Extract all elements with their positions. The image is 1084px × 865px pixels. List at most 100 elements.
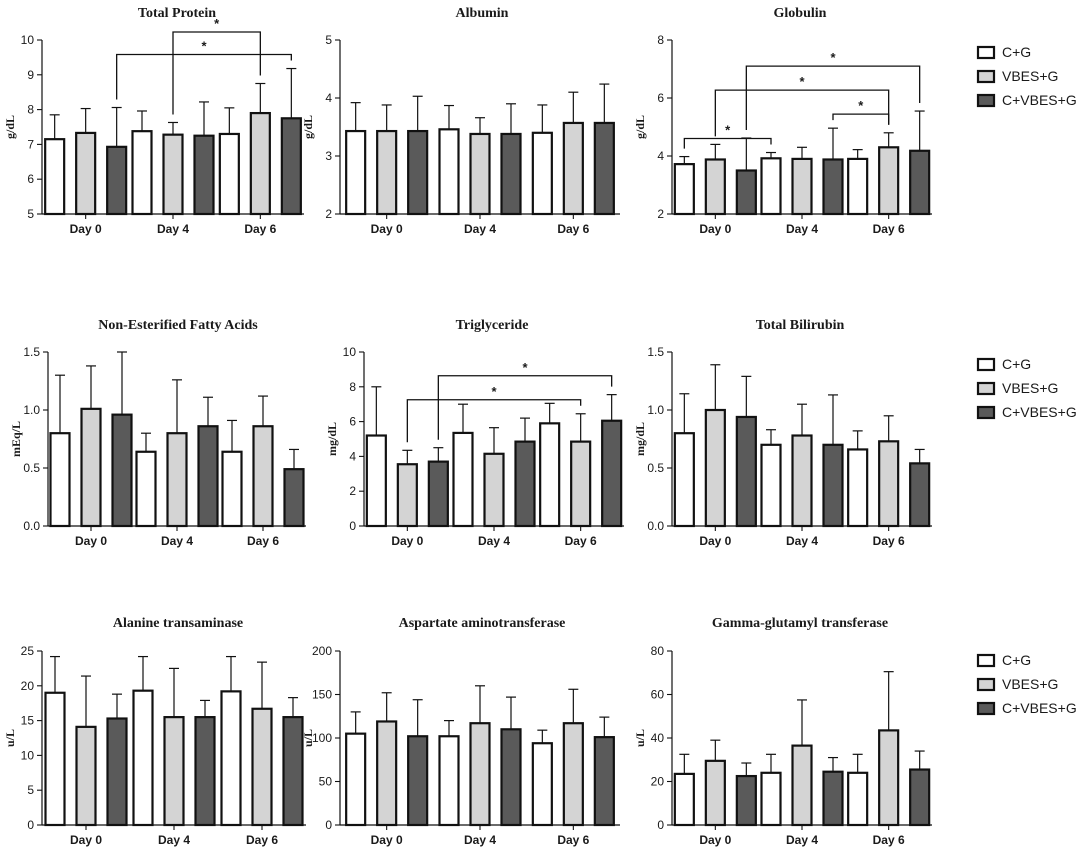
- legend-swatch: [976, 653, 996, 668]
- y-tick-label: 4: [325, 91, 332, 105]
- x-tick-label: Day 0: [371, 222, 403, 236]
- bar: [427, 460, 449, 528]
- bar: [438, 128, 460, 216]
- legend-label: C+G: [1002, 44, 1031, 60]
- bar: [438, 735, 460, 827]
- bar: [760, 771, 782, 827]
- chart-panel-3: Globulin g/dL 2 4 6 8 Day 0 Day 4 Day 6 * * * *: [633, 6, 932, 236]
- bar: [396, 463, 418, 528]
- y-tick-label: 60: [651, 688, 665, 702]
- y-tick-label: 7: [27, 137, 34, 151]
- bar: [452, 431, 474, 528]
- chart-panel-7: Alanine transaminase u/L 0 5 10 15 20 25 Day 0 Da…: [3, 616, 306, 847]
- y-tick-label: 6: [27, 172, 34, 186]
- bar: [735, 774, 757, 827]
- bar: [365, 434, 387, 528]
- significance-star: *: [858, 98, 864, 113]
- bar: [131, 130, 153, 216]
- bar: [106, 717, 128, 827]
- y-axis-label: u/L: [301, 729, 315, 747]
- x-tick-label: Day 0: [70, 833, 102, 847]
- legend-label: VBES+G: [1002, 380, 1058, 396]
- bar: [220, 690, 242, 827]
- bar: [193, 134, 215, 216]
- x-tick-label: Day 6: [565, 534, 597, 548]
- x-tick-label: Day 6: [873, 534, 905, 548]
- y-tick-label: 200: [312, 644, 332, 658]
- bar: [673, 432, 695, 528]
- bar: [735, 169, 757, 216]
- bar: [282, 716, 304, 827]
- y-tick-label: 2: [325, 207, 332, 221]
- y-tick-label: 6: [349, 415, 356, 429]
- bar: [704, 408, 726, 528]
- significance-star: *: [830, 50, 836, 65]
- legend-swatch: [976, 405, 996, 420]
- legend-2: C+G VBES+G C+VBES+G: [976, 356, 1077, 420]
- legend-1: C+G VBES+G C+VBES+G: [976, 44, 1077, 108]
- y-tick-label: 1.0: [23, 403, 40, 417]
- bar: [570, 440, 592, 528]
- legend-label: C+VBES+G: [1002, 404, 1077, 420]
- bar: [847, 157, 869, 216]
- bar: [847, 771, 869, 827]
- x-tick-label: Day 4: [786, 833, 818, 847]
- y-axis-label: g/dL: [633, 115, 647, 139]
- y-tick-label: 40: [651, 731, 665, 745]
- y-tick-label: 50: [319, 775, 333, 789]
- x-tick-label: Day 4: [157, 222, 189, 236]
- y-tick-label: 1.5: [23, 345, 40, 359]
- x-tick-label: Day 6: [557, 833, 589, 847]
- bar: [135, 450, 157, 528]
- x-tick-label: Day 6: [244, 222, 276, 236]
- bar: [531, 131, 553, 216]
- chart-title: Globulin: [774, 6, 827, 21]
- legend-swatch: [976, 357, 996, 372]
- bar: [760, 443, 782, 528]
- y-axis-label: g/dL: [301, 115, 315, 139]
- bar: [469, 132, 491, 216]
- y-tick-label: 4: [349, 449, 356, 463]
- bar: [878, 440, 900, 528]
- y-tick-label: 9: [27, 68, 34, 82]
- bar: [673, 772, 695, 827]
- x-tick-label: Day 6: [246, 833, 278, 847]
- chart-title: Triglyceride: [456, 318, 529, 333]
- bar: [249, 111, 271, 216]
- bar: [500, 728, 522, 827]
- y-tick-label: 6: [657, 91, 664, 105]
- bar: [514, 440, 536, 528]
- chart-panel-8: Aspartate aminotransferase u/L 0 50 100 150 20…: [301, 616, 620, 847]
- bar: [760, 157, 782, 216]
- y-tick-label: 10: [343, 345, 357, 359]
- bar: [878, 146, 900, 216]
- bar: [218, 132, 240, 216]
- y-axis-label: mg/dL: [325, 422, 339, 456]
- y-tick-label: 4: [657, 149, 664, 163]
- y-tick-label: 150: [312, 688, 332, 702]
- legend-label: VBES+G: [1002, 676, 1058, 692]
- bar: [822, 158, 844, 216]
- bar: [197, 425, 219, 528]
- y-tick-label: 0.0: [23, 519, 40, 533]
- bar: [791, 434, 813, 528]
- bar: [345, 732, 367, 827]
- y-tick-label: 2: [657, 207, 664, 221]
- bar: [252, 425, 274, 528]
- x-tick-label: Day 0: [391, 534, 423, 548]
- legend-swatch: [976, 701, 996, 716]
- y-tick-label: 0.5: [647, 461, 664, 475]
- bar: [791, 157, 813, 216]
- bar: [593, 121, 615, 216]
- bar: [531, 742, 553, 827]
- y-tick-label: 80: [651, 644, 665, 658]
- y-tick-label: 5: [325, 33, 332, 47]
- chart-panel-4: Non-Esterified Fatty Acids mEq/L 0.0 0.5 1.0…: [9, 318, 306, 548]
- y-tick-label: 20: [651, 775, 665, 789]
- chart-title: Aspartate aminotransferase: [399, 616, 566, 631]
- bar: [704, 158, 726, 216]
- bar: [500, 132, 522, 216]
- bar: [735, 415, 757, 528]
- y-tick-label: 3: [325, 149, 332, 163]
- y-tick-label: 0.0: [647, 519, 664, 533]
